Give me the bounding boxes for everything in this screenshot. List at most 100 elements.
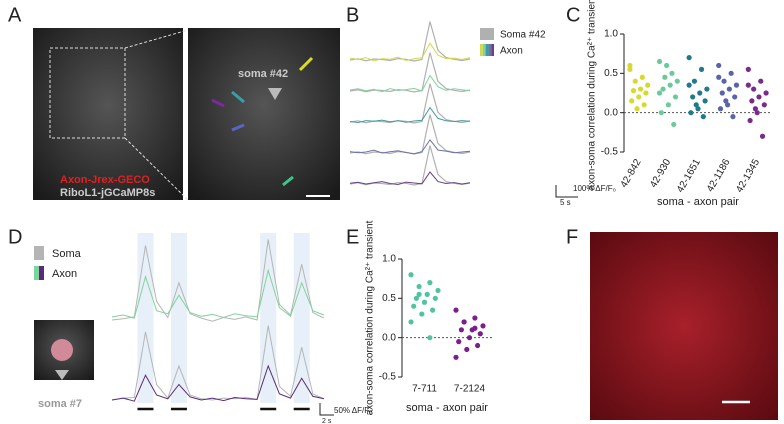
point xyxy=(453,354,459,360)
y-axis-label: axon-soma correlation during Ca²⁺ transi… xyxy=(365,220,376,415)
image xyxy=(590,232,778,420)
trace xyxy=(111,239,325,322)
legend-swatch xyxy=(480,44,483,56)
point xyxy=(723,98,729,104)
point xyxy=(662,74,668,80)
point xyxy=(660,86,666,92)
point xyxy=(732,94,738,100)
trace xyxy=(349,171,471,186)
point xyxy=(658,110,664,116)
x-tick-label: 7-711 xyxy=(412,384,437,395)
trace xyxy=(111,268,325,319)
legend-swatch xyxy=(480,28,494,40)
scale-bar xyxy=(555,185,578,198)
point xyxy=(691,78,698,84)
point xyxy=(643,90,649,96)
panel-label: A xyxy=(8,4,22,26)
soma-label: soma #42 xyxy=(238,68,288,80)
point xyxy=(466,335,473,341)
panel-label: E xyxy=(346,226,359,248)
point xyxy=(472,315,478,321)
point xyxy=(408,319,414,325)
x-axis-label: soma - axon pair xyxy=(657,196,739,208)
point xyxy=(733,82,740,88)
y-tick-label: 0.5 xyxy=(604,68,618,79)
point xyxy=(632,78,638,84)
point xyxy=(475,342,481,349)
point xyxy=(669,70,675,76)
legend-swatch xyxy=(485,44,489,56)
legend-swatch xyxy=(34,266,39,280)
point xyxy=(700,114,706,120)
y-tick-label: -0.5 xyxy=(379,372,397,383)
point xyxy=(747,117,753,124)
y-axis-label: axon-soma correlation during Ca²⁺ transi… xyxy=(587,0,598,190)
legend-label: Axon xyxy=(52,268,77,280)
cell xyxy=(51,339,73,361)
scale-label: 50% ΔF/F₀ xyxy=(334,406,372,415)
point xyxy=(627,66,633,72)
point xyxy=(728,70,734,76)
x-tick-label: 42-1186 xyxy=(705,157,733,194)
point xyxy=(756,94,762,100)
point xyxy=(749,98,755,104)
legend-label: Soma #42 xyxy=(500,30,546,41)
arrowhead xyxy=(55,370,69,380)
point xyxy=(480,323,486,329)
point xyxy=(641,102,647,108)
arrow xyxy=(231,90,245,104)
point xyxy=(413,295,419,301)
y-tick-label: 1.0 xyxy=(382,254,396,265)
point xyxy=(424,291,430,297)
point xyxy=(636,94,642,100)
legend-swatch xyxy=(491,44,494,56)
point xyxy=(754,110,760,116)
point xyxy=(461,319,467,325)
point xyxy=(427,280,433,286)
point xyxy=(690,94,696,100)
x-tick-label: 42-842 xyxy=(619,157,644,190)
scale-label: 2 s xyxy=(322,418,332,424)
point xyxy=(453,307,459,313)
y-tick-label: 0.5 xyxy=(382,293,396,304)
point xyxy=(477,331,483,337)
channel-label: RiboL1-jGCaMP8s xyxy=(60,187,155,199)
arrow xyxy=(211,98,225,108)
point xyxy=(693,102,699,108)
y-tick-label: 0.0 xyxy=(604,107,618,118)
point xyxy=(717,106,724,112)
point xyxy=(704,86,710,92)
point xyxy=(697,90,703,96)
point xyxy=(656,58,663,65)
point xyxy=(472,325,478,331)
point xyxy=(761,102,767,108)
point xyxy=(721,78,727,84)
point xyxy=(627,62,633,69)
y-tick-label: 0.0 xyxy=(382,332,396,343)
x-axis-label: soma - axon pair xyxy=(406,402,488,414)
x-tick-label: 42-1345 xyxy=(734,157,762,195)
point xyxy=(419,311,425,317)
panel-label: F xyxy=(566,226,578,248)
point xyxy=(637,86,644,92)
point xyxy=(664,62,670,69)
point xyxy=(634,106,640,112)
stim-window xyxy=(260,233,277,403)
point xyxy=(416,283,422,290)
trace xyxy=(349,42,471,62)
point xyxy=(456,339,462,345)
point xyxy=(671,121,677,128)
point xyxy=(726,86,732,92)
point xyxy=(751,86,757,92)
point xyxy=(745,82,751,88)
point xyxy=(695,106,701,112)
point xyxy=(416,291,422,297)
y-tick-label: 1.0 xyxy=(604,29,618,40)
point xyxy=(430,307,436,313)
point xyxy=(758,78,764,84)
trace xyxy=(349,138,471,155)
y-tick-label: -0.5 xyxy=(601,147,619,158)
panel-label: C xyxy=(566,4,580,26)
point xyxy=(719,90,725,96)
